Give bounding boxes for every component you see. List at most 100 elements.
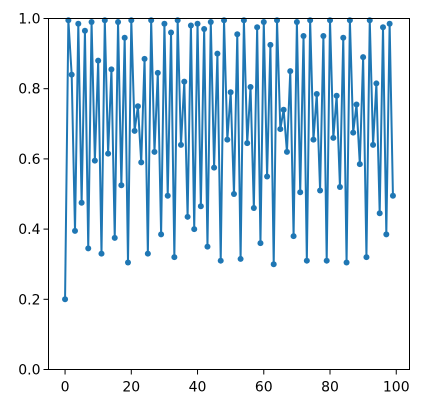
data-point (197, 203, 204, 210)
data-point (234, 31, 241, 38)
data-point (177, 141, 184, 148)
data-point (62, 296, 69, 303)
data-point (224, 136, 231, 143)
y-axis: 0.0 0.2 0.4 0.6 0.8 1.0 (18, 12, 49, 379)
data-point (389, 192, 396, 199)
x-axis: 0 20 40 60 80 100 (61, 369, 410, 396)
data-point (207, 19, 214, 26)
data-point (386, 20, 393, 27)
data-point (383, 231, 390, 238)
data-point (161, 20, 168, 27)
data-point (187, 22, 194, 29)
data-point (115, 19, 122, 26)
data-point (68, 71, 75, 78)
data-point (81, 27, 88, 34)
data-point (138, 159, 145, 166)
data-point (214, 50, 221, 57)
data-point (267, 41, 274, 48)
data-point (201, 26, 208, 33)
data-point (184, 213, 191, 220)
data-point (363, 254, 370, 261)
data-point (297, 189, 304, 196)
data-point (257, 240, 264, 247)
data-point (310, 136, 317, 143)
data-point (350, 129, 357, 136)
data-point (237, 255, 244, 262)
x-tick-label: 80 (321, 380, 339, 396)
y-tick-label: 0.0 (18, 363, 40, 379)
data-point (151, 148, 158, 155)
data-point (254, 24, 261, 31)
data-point (141, 55, 148, 62)
data-point (78, 199, 85, 206)
data-point (244, 140, 251, 147)
y-tick-label: 0.4 (18, 222, 40, 238)
data-point (111, 234, 118, 241)
axes-frame (48, 18, 410, 370)
data-point (283, 148, 290, 155)
data-point (171, 254, 178, 261)
data-point (270, 261, 277, 268)
y-tick-label: 0.8 (18, 82, 40, 98)
data-point (75, 20, 82, 27)
data-point (105, 150, 112, 157)
data-point (330, 134, 337, 141)
data-point (164, 192, 171, 199)
data-point (211, 164, 218, 171)
data-point (360, 54, 367, 61)
data-point (191, 226, 198, 233)
data-point (204, 243, 211, 250)
y-tick-label: 1.0 (18, 12, 40, 28)
data-point (333, 92, 340, 99)
data-point (376, 210, 383, 217)
data-point (227, 89, 234, 96)
data-point (280, 106, 287, 113)
data-point (85, 245, 92, 252)
data-point (181, 78, 188, 85)
data-point (300, 33, 307, 40)
y-tick-label: 0.6 (18, 152, 40, 168)
x-tick-label: 40 (189, 380, 207, 396)
data-point (323, 257, 330, 264)
data-point (264, 173, 271, 180)
data-point (118, 182, 125, 189)
data-point (134, 103, 141, 110)
x-tick-label: 20 (122, 380, 140, 396)
data-point (317, 187, 324, 194)
data-point (340, 34, 347, 41)
data-point (98, 250, 105, 257)
data-point (247, 83, 254, 90)
data-point (144, 250, 151, 257)
data-point (373, 80, 380, 87)
data-point (370, 141, 377, 148)
data-point (158, 231, 165, 238)
data-point (121, 34, 128, 41)
y-tick-label: 0.2 (18, 292, 40, 308)
data-point (260, 19, 267, 26)
data-point (95, 57, 102, 64)
x-tick-label: 0 (61, 380, 70, 396)
data-point (194, 20, 201, 27)
data-point (91, 157, 98, 164)
data-point (217, 257, 224, 264)
data-point (168, 29, 175, 36)
data-point (293, 19, 300, 26)
data-point (353, 101, 360, 108)
data-point (313, 90, 320, 97)
data-point (250, 205, 257, 212)
data-point (303, 257, 310, 264)
x-tick-label: 60 (255, 380, 273, 396)
data-point (356, 161, 363, 168)
data-point (71, 227, 78, 234)
data-point (277, 126, 284, 133)
data-point (320, 33, 327, 40)
data-point (124, 259, 131, 266)
data-point (230, 191, 237, 197)
data-point (343, 259, 350, 266)
data-point (131, 127, 138, 134)
data-point (380, 24, 387, 31)
x-tick-label: 100 (383, 380, 410, 396)
data-point (88, 19, 95, 26)
